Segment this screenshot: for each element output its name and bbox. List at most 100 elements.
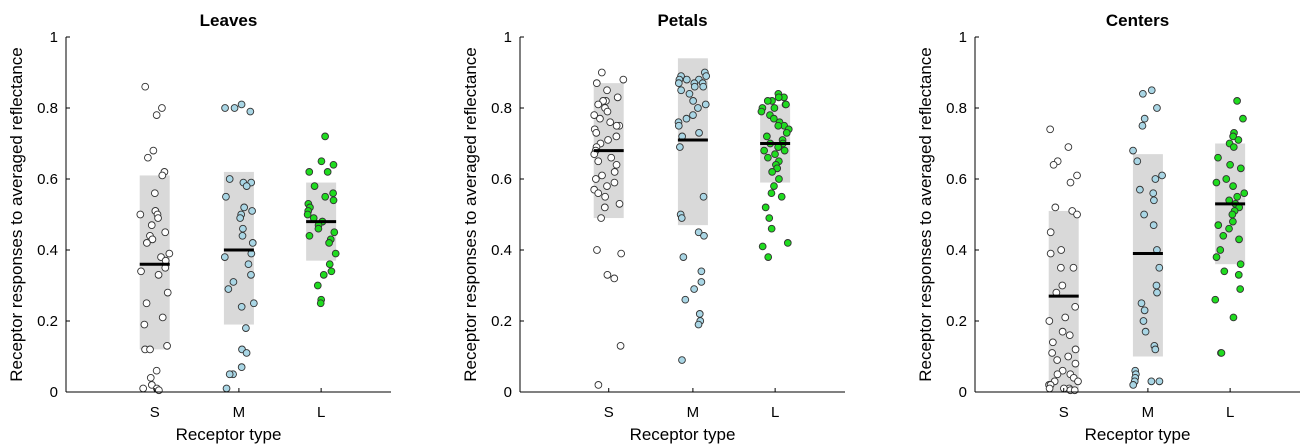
data-point-L [1234, 136, 1243, 144]
data-point-S [615, 200, 624, 208]
y-tick-label: 0 [50, 384, 58, 401]
data-point-M [1147, 86, 1156, 95]
data-point-L [761, 203, 770, 212]
data-point-L [1229, 143, 1238, 151]
data-point-L [768, 168, 776, 176]
data-point-S [139, 384, 148, 393]
data-point-M [237, 363, 246, 372]
data-point-S [594, 189, 603, 198]
data-point-M [240, 203, 248, 212]
data-point-S [1048, 349, 1056, 357]
data-point-S [163, 288, 172, 297]
data-point-M [229, 278, 238, 286]
data-point-S [612, 160, 621, 169]
data-point-M [681, 295, 690, 304]
data-point-M [237, 100, 246, 109]
x-tick-label: S [150, 404, 160, 421]
data-point-S [1051, 203, 1060, 212]
data-point-M [225, 370, 234, 379]
data-point-M [248, 239, 257, 247]
data-point-L [1228, 210, 1237, 219]
data-point-M [674, 121, 683, 130]
data-point-M [697, 267, 706, 276]
data-point-M [1129, 146, 1137, 155]
data-point-M [1150, 196, 1158, 205]
data-point-S [610, 168, 619, 176]
data-point-S [141, 82, 150, 91]
data-point-M [701, 100, 710, 109]
data-point-S [1058, 366, 1067, 375]
data-point-M [247, 271, 255, 279]
data-point-L [329, 160, 338, 169]
data-point-M [242, 349, 251, 357]
y-tick-label: 0.6 [37, 171, 58, 188]
data-point-L [329, 196, 338, 205]
data-point-M [246, 107, 255, 116]
data-point-L [329, 189, 337, 198]
chart-title: Petals [657, 11, 707, 30]
data-point-M [230, 104, 239, 112]
data-point-M [248, 207, 256, 215]
data-point-S [1058, 327, 1067, 336]
data-point-S [152, 111, 161, 119]
data-point-S [1053, 370, 1062, 379]
data-point-M [222, 192, 230, 201]
data-point-L [319, 271, 328, 279]
data-point-L [316, 299, 325, 308]
data-point-S [603, 271, 612, 279]
data-point-M [676, 143, 684, 151]
data-point-S [1046, 249, 1055, 258]
data-point-S [146, 373, 155, 382]
y-tick-label: 0 [504, 384, 512, 401]
data-point-S [1073, 210, 1081, 219]
x-axis-label: Receptor type [1085, 425, 1191, 444]
data-point-S [596, 114, 604, 123]
y-tick-label: 0.8 [491, 100, 512, 117]
data-point-L [330, 228, 339, 237]
data-point-S [1065, 331, 1074, 340]
data-point-S [597, 214, 605, 222]
data-point-M [236, 214, 244, 222]
chart-title: Centers [1106, 11, 1169, 30]
data-point-M [1155, 263, 1164, 272]
data-point-L [1219, 231, 1228, 240]
data-point-S [592, 79, 601, 88]
x-axis-label: Receptor type [176, 425, 282, 444]
y-tick-label: 1 [959, 29, 967, 46]
data-point-L [765, 214, 774, 222]
data-point-S [603, 107, 612, 116]
data-point-S [161, 228, 170, 237]
data-point-S [142, 299, 151, 308]
data-point-M [1140, 306, 1149, 315]
y-tick-label: 0.2 [37, 313, 58, 330]
x-tick-label: S [604, 404, 614, 421]
data-point-L [1235, 235, 1243, 244]
data-point-L [1229, 313, 1238, 322]
data-point-S [136, 210, 145, 219]
data-point-L [758, 242, 767, 251]
data-point-M [1153, 104, 1161, 112]
data-point-S [598, 171, 606, 180]
data-point-M [1139, 317, 1148, 325]
data-point-S [1057, 246, 1066, 254]
data-point-M [694, 104, 702, 112]
data-point-L [325, 239, 333, 247]
data-point-L [1225, 224, 1233, 233]
data-point-L [1212, 178, 1221, 187]
data-point-M [695, 129, 703, 137]
data-point-M [677, 214, 686, 222]
data-point-M [1151, 175, 1160, 183]
data-point-S [154, 214, 162, 222]
data-point-S [616, 342, 625, 350]
y-tick-label: 0.4 [946, 242, 967, 259]
data-point-L [317, 157, 326, 166]
data-point-M [682, 114, 691, 123]
data-point-L [775, 175, 783, 183]
data-point-L [777, 192, 786, 201]
data-point-L [305, 168, 314, 176]
data-point-S [593, 246, 601, 254]
data-point-M [699, 192, 708, 201]
y-axis-label: Receptor responses to averaged reflectan… [7, 47, 26, 382]
data-point-M [1136, 185, 1144, 194]
data-point-L [313, 281, 322, 290]
